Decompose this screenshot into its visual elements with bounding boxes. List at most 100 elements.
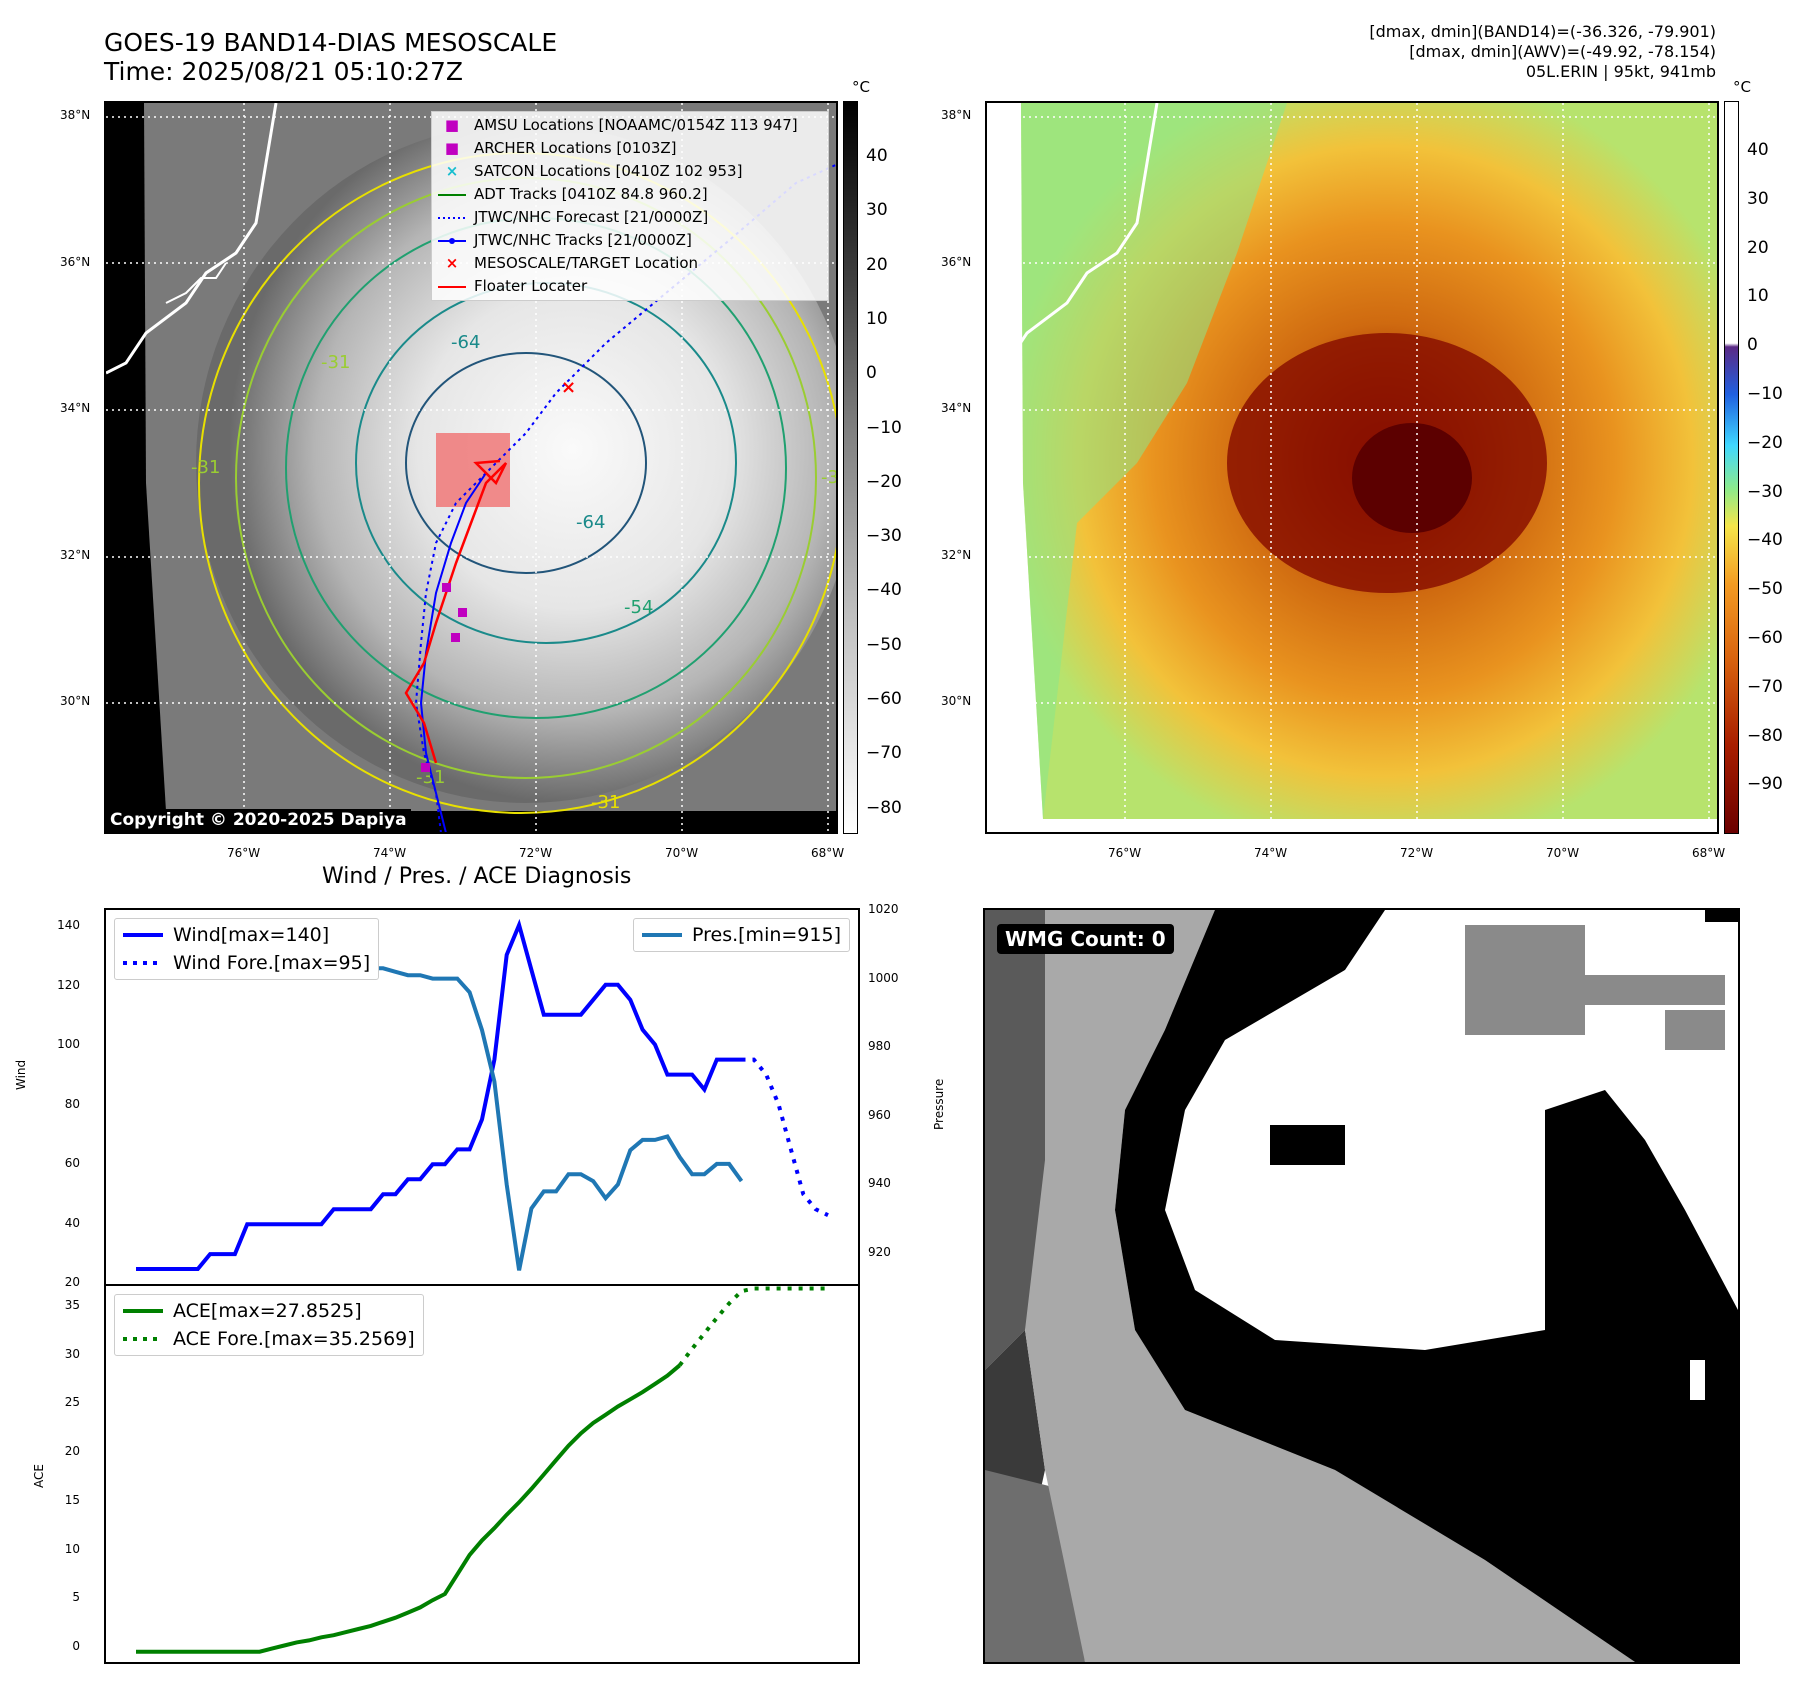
lon-label: 76°W bbox=[1108, 846, 1142, 860]
legend-label: JTWC/NHC Forecast [21/0000Z] bbox=[474, 208, 709, 226]
amsu-marker bbox=[442, 583, 451, 592]
header-stats-line-3: 05L.ERIN | 95kt, 941mb bbox=[1525, 62, 1716, 81]
wmg-black-ring bbox=[1115, 910, 1738, 1662]
axis-tick-label: 0 bbox=[72, 1638, 80, 1653]
wind-forecast-line bbox=[741, 1057, 829, 1218]
lon-label: 68°W bbox=[1692, 846, 1726, 860]
axis-tick-label: 35 bbox=[64, 1298, 80, 1312]
legend-swatch bbox=[123, 961, 163, 965]
wind-line bbox=[136, 918, 742, 1271]
legend-row-wind-forecast: Wind Fore.[max=95] bbox=[123, 949, 370, 977]
wmg-panel: WMG Count: 0 bbox=[983, 908, 1740, 1664]
colorbar-tick-label: 20 bbox=[1747, 237, 1769, 258]
axis-tick-label: 10 bbox=[64, 1541, 80, 1556]
ace-legend: ACE[max=27.8525] ACE Fore.[max=35.2569] bbox=[114, 1294, 424, 1356]
ir-colorbar bbox=[843, 101, 858, 834]
target-marker: × bbox=[561, 377, 576, 398]
legend-row-tracks: JTWC/NHC Tracks [21/0000Z] bbox=[438, 229, 822, 252]
legend-row-ace-forecast: ACE Fore.[max=35.2569] bbox=[123, 1325, 415, 1353]
legend-label: JTWC/NHC Tracks [21/0000Z] bbox=[474, 231, 692, 249]
ir-map-panel: -64 -64 -54 -31 -31 -31 -31 -31 × bbox=[104, 101, 838, 834]
lat-label: 32°N bbox=[60, 548, 91, 562]
wind-pressure-plot: Wind[max=140] Wind Fore.[max=95] Pres.[m… bbox=[104, 908, 860, 1286]
axis-tick-label: 30 bbox=[64, 1346, 80, 1361]
contour-label: -64 bbox=[576, 512, 605, 533]
legend-row-archer: ■ ARCHER Locations [0103Z] bbox=[438, 137, 822, 160]
legend-label: ACE Fore.[max=35.2569] bbox=[173, 1328, 415, 1350]
legend-label: Wind Fore.[max=95] bbox=[173, 952, 371, 974]
colorbar-tick-label: −80 bbox=[1747, 725, 1783, 746]
ace-line bbox=[136, 1363, 681, 1654]
awv-eye bbox=[1352, 423, 1472, 533]
legend-row-amsu: ■ AMSU Locations [NOAAMC/0154Z 113 947] bbox=[438, 114, 822, 137]
axis-tick-label: 40 bbox=[64, 1215, 80, 1230]
legend-label: AMSU Locations [NOAAMC/0154Z 113 947] bbox=[474, 116, 798, 134]
colorbar-unit: °C bbox=[852, 78, 870, 96]
legend-row-adt: ADT Tracks [0410Z 84.8 960.2] bbox=[438, 183, 822, 206]
colorbar-tick-label: 40 bbox=[1747, 140, 1769, 160]
legend-row-pressure: Pres.[min=915] bbox=[642, 921, 841, 949]
lat-label: 38°N bbox=[60, 108, 91, 122]
legend-label: SATCON Locations [0410Z 102 953] bbox=[474, 162, 743, 180]
axis-tick-label: 960 bbox=[868, 1107, 891, 1122]
pressure-axis-label: Pressure bbox=[932, 1078, 946, 1130]
archer-marker bbox=[451, 633, 460, 642]
axis-tick-label: 120 bbox=[57, 977, 80, 992]
wmg-count-label: WMG Count: 0 bbox=[997, 924, 1174, 954]
colorbar-tick-label: 0 bbox=[866, 363, 877, 384]
colorbar-unit: °C bbox=[1733, 78, 1751, 96]
lon-label: 70°W bbox=[665, 846, 699, 860]
header-stats-line-2: [dmax, dmin](AWV)=(-49.92, -78.154) bbox=[1409, 42, 1716, 61]
lon-label: 74°W bbox=[373, 846, 407, 860]
lon-label: 72°W bbox=[1400, 846, 1434, 860]
ace-plot: ACE[max=27.8525] ACE Fore.[max=35.2569] bbox=[104, 1284, 860, 1664]
ace-svg bbox=[136, 1286, 828, 1654]
lon-label: 70°W bbox=[1546, 846, 1580, 860]
lat-label: 34°N bbox=[941, 401, 972, 415]
title-line-1: GOES-19 BAND14-DIAS MESOSCALE bbox=[104, 28, 558, 57]
coastline bbox=[987, 103, 1159, 375]
archer-marker bbox=[458, 608, 467, 617]
contour-label: -64 bbox=[451, 332, 480, 353]
map-gridlines bbox=[987, 103, 1717, 832]
colorbar-tick-label: −70 bbox=[866, 743, 902, 764]
legend-symbol bbox=[438, 183, 466, 206]
contour-label: -54 bbox=[624, 597, 653, 618]
legend-swatch bbox=[123, 1309, 163, 1313]
pressure-legend: Pres.[min=915] bbox=[633, 918, 850, 952]
colorbar-tick-label: 30 bbox=[1747, 188, 1769, 209]
lat-label: 36°N bbox=[941, 255, 972, 269]
legend-symbol: × bbox=[445, 254, 459, 272]
lat-label: 32°N bbox=[941, 548, 972, 562]
wind-legend: Wind[max=140] Wind Fore.[max=95] bbox=[114, 918, 380, 980]
lon-label: 68°W bbox=[811, 846, 845, 860]
wmg-white-patch bbox=[1690, 1360, 1705, 1400]
coastline bbox=[106, 103, 278, 375]
legend-row-floater: Floater Locater bbox=[438, 275, 822, 298]
legend-label: MESOSCALE/TARGET Location bbox=[474, 254, 699, 272]
legend-label: Wind[max=140] bbox=[173, 924, 330, 946]
copyright-label: Copyright © 2020-2025 Dapiya bbox=[106, 809, 411, 831]
wmg-gray-patch bbox=[1465, 925, 1585, 1035]
legend-symbol: × bbox=[445, 162, 459, 180]
contour-label: -31 bbox=[191, 457, 220, 478]
legend-swatch bbox=[642, 933, 682, 937]
colorbar-tick-label: −60 bbox=[1747, 628, 1783, 648]
wmg-gray-patch bbox=[1665, 1010, 1725, 1050]
colorbar-tick-label: −80 bbox=[866, 797, 902, 818]
figure-title: GOES-19 BAND14-DIAS MESOSCALE Time: 2025… bbox=[104, 28, 557, 86]
legend-row-forecast: JTWC/NHC Forecast [21/0000Z] bbox=[438, 206, 822, 229]
awv-colorbar bbox=[1724, 101, 1739, 834]
wmg-gray-patch bbox=[1585, 975, 1725, 1005]
legend-symbol bbox=[438, 206, 466, 229]
legend-symbol bbox=[438, 229, 466, 252]
contour-label: -31 bbox=[821, 467, 838, 488]
colorbar-tick-label: 0 bbox=[1747, 335, 1758, 356]
legend-label: Floater Locater bbox=[474, 277, 588, 295]
axis-tick-label: 980 bbox=[868, 1039, 891, 1053]
axis-tick-label: 100 bbox=[57, 1037, 80, 1051]
axis-tick-label: 15 bbox=[64, 1492, 80, 1507]
ace-axis-label: ACE bbox=[32, 1464, 46, 1488]
legend-row-target: × MESOSCALE/TARGET Location bbox=[438, 252, 822, 275]
colorbar-tick-label: −50 bbox=[866, 634, 902, 655]
